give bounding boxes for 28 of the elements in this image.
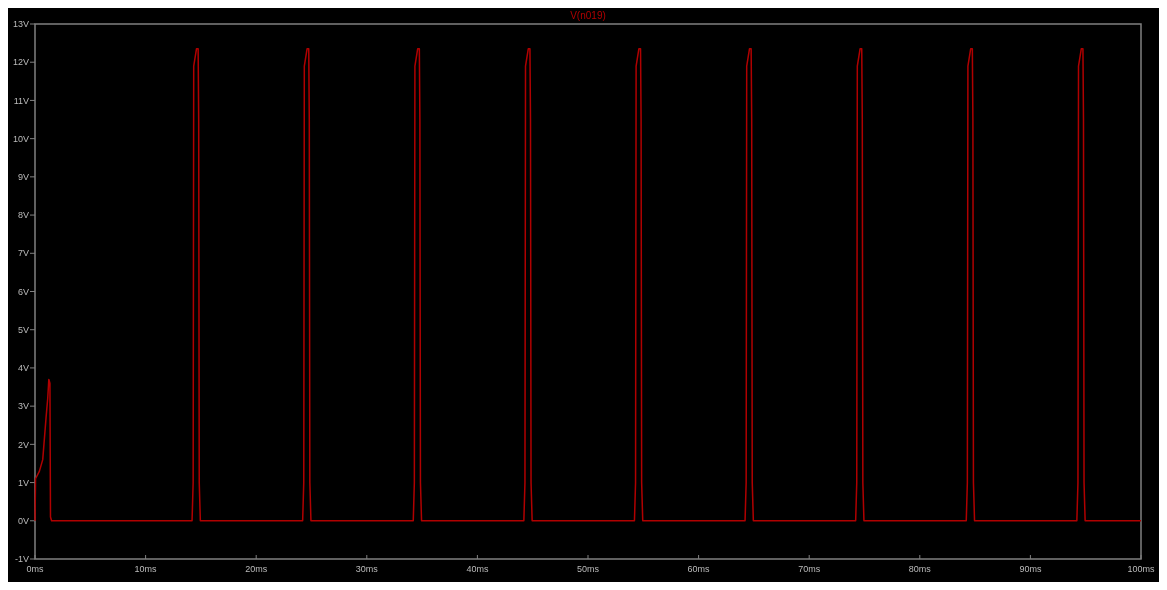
y-tick-label: 12V [12, 57, 29, 68]
x-tick-label: 100ms [1127, 564, 1156, 574]
y-tick-label: 5V [17, 324, 29, 335]
x-tick-label: 80ms [908, 564, 932, 574]
x-tick-label: 60ms [687, 564, 711, 574]
x-tick-label: 50ms [576, 564, 600, 574]
y-tick-label: 11V [13, 95, 29, 106]
x-tick-label: 30ms [355, 564, 379, 574]
x-tick-label: 70ms [798, 564, 821, 574]
line-series [34, 48, 1142, 522]
y-tick-label: 13V [12, 19, 29, 30]
y-tick-label: 1V [17, 477, 29, 488]
y-tick-label: 9V [17, 172, 29, 183]
x-tick-label: 10ms [134, 564, 158, 574]
y-tick-label: 2V [17, 439, 29, 450]
chart-title: V(n019) [570, 10, 606, 21]
y-tick-label: -1V [14, 554, 29, 565]
y-tick-label: 0V [17, 515, 29, 526]
x-tick-label: 0ms [26, 564, 44, 574]
y-tick-label: 7V [17, 248, 29, 259]
y-tick-label: 3V [17, 401, 29, 412]
y-tick-label: 6V [17, 286, 29, 297]
x-tick-label: 20ms [245, 564, 268, 574]
y-tick-label: 8V [17, 210, 29, 221]
x-tick-label: 90ms [1019, 564, 1042, 574]
x-tick-label: 40ms [466, 564, 489, 574]
y-tick-label: 10V [12, 133, 29, 144]
y-tick-label: 4V [17, 363, 29, 374]
